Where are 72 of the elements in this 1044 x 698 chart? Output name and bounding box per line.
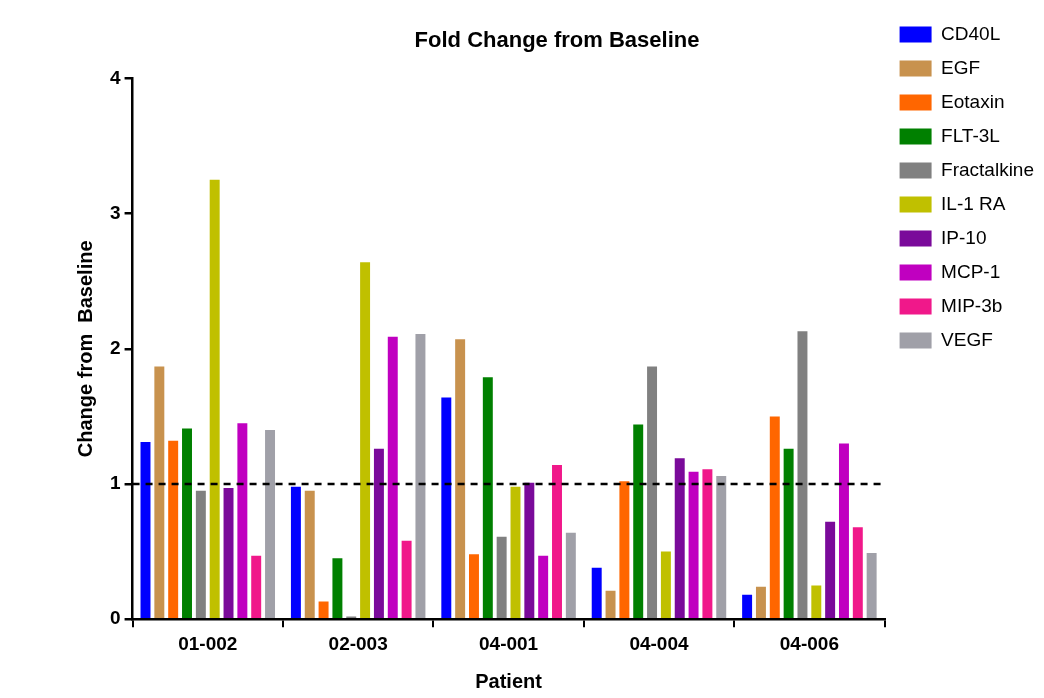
bar [783,448,794,618]
bar [811,585,822,618]
y-tick-label: 4 [109,66,121,88]
bar [237,423,248,618]
bar [360,262,371,618]
bar [154,366,165,618]
bar [660,551,671,618]
legend-label: IL-1 RA [941,192,1006,214]
legend-label: Eotaxin [941,90,1005,112]
bar [742,594,753,618]
bar [838,443,849,618]
bar [565,532,576,618]
bar [469,554,479,618]
legend-label: EGF [941,56,981,78]
bar [265,429,276,618]
bar [852,527,863,618]
bar [688,471,699,618]
legend-label: MIP-3b [941,294,1003,316]
bar [825,521,836,618]
x-tick-label: 04-001 [478,632,539,654]
bar [647,366,658,618]
x-axis-title: Patient [475,669,543,692]
bar [755,586,766,618]
x-tick-label: 04-004 [629,632,689,654]
bar [866,552,877,618]
legend-label: CD40L [941,22,1001,44]
bar [552,465,562,618]
x-tick-label: 01-002 [178,632,238,654]
bar [716,475,727,618]
bar [510,486,521,618]
legend-label: VEGF [941,328,993,350]
bar [455,339,466,618]
x-tick-label: 04-006 [779,632,839,654]
bar [524,482,535,618]
bar [223,488,234,618]
bar [797,331,808,618]
legend-label: MCP-1 [941,260,1001,282]
bar [140,442,151,618]
chart-title: Fold Change from Baseline [414,27,700,53]
bar [619,481,630,618]
bar [702,469,713,618]
x-tick-label: 02-003 [328,632,388,654]
legend-label: Fractalkine [941,158,1034,180]
bar [290,486,301,618]
legend-label: FLT-3L [941,124,1000,146]
y-tick-label: 2 [109,337,121,359]
legend-label: IP-10 [941,226,987,248]
bar [209,179,220,618]
bar [318,601,329,618]
bar [538,555,549,618]
bar [251,555,262,618]
y-axis-title: Change from Baseline [73,240,96,458]
bar [387,336,398,618]
bar [415,333,426,618]
bar [769,416,780,618]
y-tick-label: 3 [109,201,121,223]
bar [591,567,602,618]
bar [674,458,685,618]
bar [496,536,507,618]
bar [605,590,616,618]
bar [304,490,315,618]
bar [401,540,412,618]
bar [441,397,452,618]
bar [633,424,644,618]
bar [168,440,179,618]
bar [182,428,192,618]
bar [482,377,493,618]
y-tick-label: 1 [109,472,121,494]
bar [195,490,206,618]
y-tick-label: 0 [109,607,121,629]
bar [332,558,343,618]
bar [373,448,384,618]
